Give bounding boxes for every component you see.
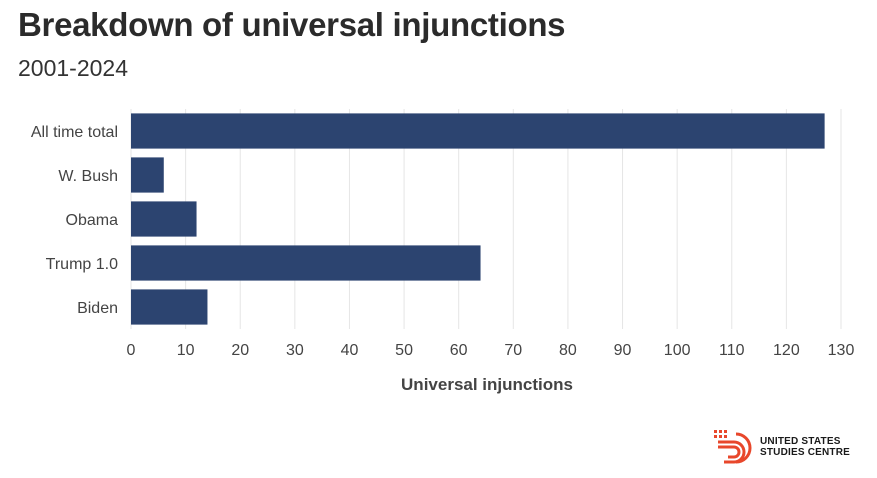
x-tick-label: 70 [504, 342, 522, 359]
x-tick-label: 90 [614, 342, 632, 359]
category-label: Trump 1.0 [46, 256, 118, 273]
bar [131, 289, 208, 325]
x-axis-label: Universal injunctions [401, 375, 573, 394]
usscentre-logo: UNITED STATES STUDIES CENTRE [714, 430, 850, 464]
logo-line-2: STUDIES CENTRE [760, 447, 851, 458]
x-tick-label: 20 [231, 342, 249, 359]
x-tick-label: 120 [773, 342, 800, 359]
category-label: Obama [66, 212, 119, 229]
bar [131, 201, 197, 237]
x-tick-label: 130 [828, 342, 855, 359]
x-tick-label: 10 [177, 342, 195, 359]
bars [131, 113, 825, 325]
x-tick-label: 0 [127, 342, 136, 359]
x-tick-label: 100 [664, 342, 691, 359]
bar [131, 245, 481, 281]
x-tick-labels: 0 10 20 30 40 50 60 70 80 90 100 110 120 130 [127, 342, 855, 359]
logo-mark-icon [714, 430, 752, 464]
x-tick-label: 110 [719, 342, 745, 359]
bar [131, 113, 825, 149]
x-tick-label: 30 [286, 342, 304, 359]
chart-subtitle: 2001-2024 [18, 55, 128, 81]
x-tick-label: 50 [395, 342, 413, 359]
category-label: Biden [77, 300, 118, 317]
category-label: W. Bush [58, 168, 118, 185]
logo-line-1: UNITED STATES [760, 436, 841, 447]
bar [131, 157, 164, 193]
x-tick-label: 40 [341, 342, 359, 359]
x-tick-label: 80 [559, 342, 577, 359]
category-labels: All time total W. Bush Obama Trump 1.0 Biden [31, 124, 118, 317]
category-label: All time total [31, 124, 118, 141]
chart-title: Breakdown of universal injunctions [18, 6, 566, 43]
x-tick-label: 60 [450, 342, 468, 359]
